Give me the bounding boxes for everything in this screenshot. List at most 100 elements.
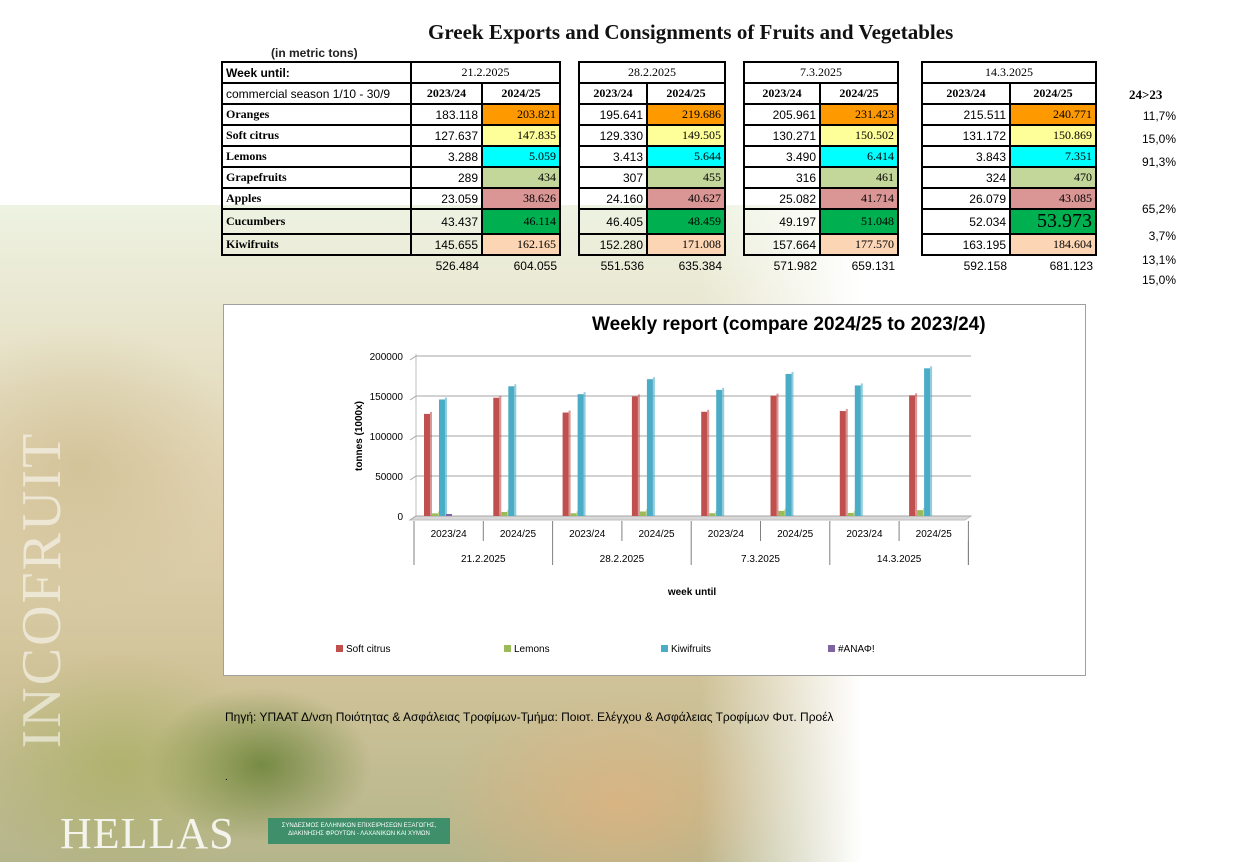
value-2023-24: 289 (410, 166, 483, 189)
x-tick-label: 2023/24 (708, 529, 745, 540)
bar (432, 513, 438, 516)
bar (917, 510, 924, 516)
value-2023-24: 183.118 (410, 103, 483, 126)
value-2023-24: 129.330 (578, 124, 648, 147)
y-tick-label: 0 (397, 512, 403, 523)
value-2023-24: 205.961 (743, 103, 821, 126)
bar-side (583, 392, 586, 516)
value-2023-24: 3.288 (410, 145, 483, 168)
bar-side (930, 366, 933, 516)
legend-label: Lemons (514, 644, 550, 655)
product-name: Grapefruits (221, 166, 412, 189)
total-value: 659.131 (851, 259, 895, 273)
bar (577, 394, 584, 516)
value-2023-24: 316 (743, 166, 821, 189)
value-2024-25: 48.459 (646, 208, 726, 235)
value-2024-25: 6.414 (819, 145, 899, 168)
bar-side (637, 394, 640, 516)
value-2023-24: 3.490 (743, 145, 821, 168)
gridline-depth (409, 515, 417, 521)
bar (701, 411, 708, 516)
bar (424, 413, 430, 516)
y-tick-label: 50000 (375, 472, 403, 483)
bar-side (722, 387, 725, 516)
bar (446, 514, 452, 516)
product-name: Oranges (221, 103, 412, 126)
bar-side (576, 511, 579, 516)
bar (562, 412, 569, 516)
change-value: 3,7% (1148, 229, 1176, 243)
value-2023-24: 145.655 (410, 233, 483, 256)
table-row: Soft citrus 127.637 147.835 129.330 149.505 1… (221, 124, 1180, 147)
value-2024-25: 5.059 (481, 145, 561, 168)
value-2023-24: 49.197 (743, 208, 821, 235)
season-header: 2024/25 (481, 82, 561, 105)
bar (646, 379, 653, 516)
value-2024-25: 147.835 (481, 124, 561, 147)
x-tick-label: 2024/25 (777, 529, 814, 540)
table-row: Kiwifruits 145.655 162.165 152.280 171.008 15… (221, 233, 1180, 256)
change-header: 24>23 (1129, 87, 1163, 102)
value-2023-24: 46.405 (578, 208, 648, 235)
y-tick-label: 200000 (370, 352, 404, 363)
value-2023-24: 3.843 (921, 145, 1011, 168)
value-2023-24: 3.413 (578, 145, 648, 168)
total-change-value: 15,0% (1141, 273, 1176, 287)
x-tick-label: 2024/25 (500, 529, 537, 540)
value-2024-25: 434 (481, 166, 561, 189)
legend-label: #ΑΝΑΦ! (838, 644, 875, 655)
value-2024-25: 203.821 (481, 103, 561, 126)
week-label: Week until: (221, 61, 412, 84)
bar-side (791, 371, 794, 516)
bar (909, 395, 916, 516)
legend-swatch (661, 645, 668, 652)
value-2023-24: 52.034 (921, 208, 1011, 235)
total-value: 571.982 (773, 259, 817, 273)
x-tick-label: 2024/25 (638, 529, 675, 540)
value-2024-25: 162.165 (481, 233, 561, 256)
gridline-depth (409, 395, 417, 401)
week-date: 7.3.2025 (743, 61, 899, 84)
value-2023-24: 24.160 (578, 187, 648, 210)
table-row: Lemons 3.288 5.059 3.413 5.644 3.490 6.414 3.84… (221, 145, 1180, 168)
page-title: Greek Exports and Consignments of Fruits… (428, 20, 954, 44)
legend-swatch (828, 645, 835, 652)
value-2024-25: 219.686 (646, 103, 726, 126)
week-date: 28.2.2025 (578, 61, 726, 84)
change-value: 91,3% (1141, 155, 1176, 169)
change-value: 11,7% (1142, 109, 1176, 123)
value-2023-24: 127.637 (410, 124, 483, 147)
bar (854, 385, 861, 516)
value-2023-24: 152.280 (578, 233, 648, 256)
x-group-label: 28.2.2025 (600, 554, 645, 565)
bar (493, 397, 500, 516)
totals-row: 526.484 604.055 551.536 635.384 571.982 … (222, 255, 1180, 276)
association-logo: ΣΥΝΔΕΣΜΟΣ ΕΛΛΗΝΙΚΩΝ ΕΠΙΧΕΙΡΗΣΕΩΝ ΕΞΑΓΩΓΗ… (268, 818, 450, 844)
chart-floor (408, 515, 973, 521)
y-tick-label: 150000 (370, 392, 404, 403)
gridline-depth (409, 475, 417, 481)
table-row: Apples 23.059 38.626 24.160 40.627 25.082 41.7… (221, 187, 1180, 210)
value-2024-25: 41.714 (819, 187, 899, 210)
source-note: Πηγή: ΥΠΑΑΤ Δ/νση Ποιότητας & Ασφάλειας … (225, 710, 834, 724)
value-2024-25: 171.008 (646, 233, 726, 256)
bar-side (845, 409, 848, 516)
value-2023-24: 25.082 (743, 187, 821, 210)
product-name: Soft citrus (221, 124, 412, 147)
legend-swatch (336, 645, 343, 652)
hellas-logo-text: HELLAS (60, 809, 235, 858)
bar-side (499, 395, 502, 516)
value-2024-25: 470 (1009, 166, 1097, 189)
product-name: Cucumbers (221, 208, 412, 235)
table-row: Oranges 183.118 203.821 195.641 219.686 205.9… (221, 103, 1180, 126)
change-value: 65,2% (1141, 202, 1176, 216)
bar-side (860, 383, 863, 516)
value-2024-25: 149.505 (646, 124, 726, 147)
value-2024-25: 231.423 (819, 103, 899, 126)
bar (924, 368, 931, 516)
bar-side (568, 410, 571, 516)
total-value: 604.055 (513, 259, 557, 273)
gridline-depth (409, 435, 417, 441)
change-value: 13,1% (1141, 253, 1176, 267)
x-group-label: 14.3.2025 (877, 554, 922, 565)
